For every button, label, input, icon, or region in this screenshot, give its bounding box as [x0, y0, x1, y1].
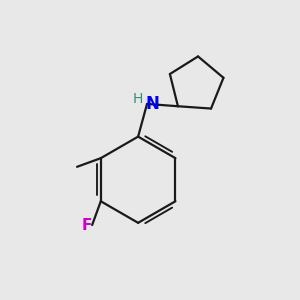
Text: H: H — [133, 92, 143, 106]
Text: N: N — [146, 95, 159, 113]
Text: F: F — [82, 218, 92, 232]
